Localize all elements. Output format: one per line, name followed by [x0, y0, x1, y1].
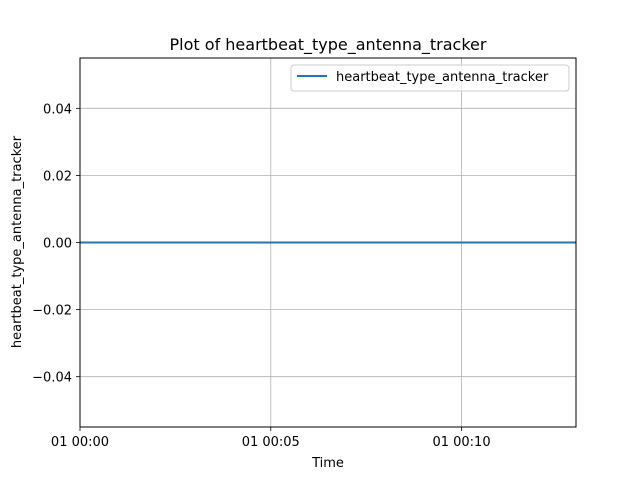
x-axis-label: Time	[311, 456, 344, 471]
x-tick-label: 01 00:00	[51, 435, 109, 450]
x-axis-ticks: 01 00:00 01 00:05 01 00:10	[51, 427, 491, 450]
y-axis-label: heartbeat_type_antenna_tracker	[10, 135, 25, 348]
x-tick-label: 01 00:10	[432, 435, 490, 450]
legend-box	[290, 64, 570, 92]
y-tick-label: 0.04	[43, 102, 72, 117]
legend-label: heartbeat_type_antenna_tracker	[336, 70, 549, 85]
chart-title: Plot of heartbeat_type_antenna_tracker	[170, 35, 487, 55]
y-tick-label: −0.02	[32, 304, 72, 319]
y-tick-label: 0.02	[43, 169, 72, 184]
y-tick-label: 0.00	[43, 237, 72, 252]
y-axis-ticks: 0.04 0.02 0.00 −0.02 −0.04	[32, 102, 80, 386]
x-tick-label: 01 00:05	[242, 435, 300, 450]
y-tick-label: −0.04	[32, 371, 72, 386]
legend: heartbeat_type_antenna_tracker	[290, 64, 570, 92]
